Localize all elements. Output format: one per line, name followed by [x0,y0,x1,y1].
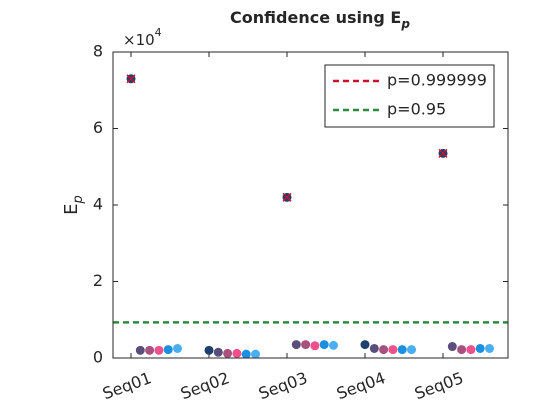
point [232,348,242,358]
y-multiplier: ×104 [123,26,162,49]
point [251,349,260,359]
flag-marker [126,74,136,84]
point [329,340,338,350]
legend-label: p=0.999999 [387,71,487,90]
point [291,340,301,350]
point [310,341,320,351]
point [173,343,182,353]
point [397,345,407,355]
point [319,340,329,350]
point [301,340,311,350]
flag-marker [438,148,448,158]
point [447,342,457,352]
point [154,345,164,355]
point [213,347,223,357]
point [379,345,389,355]
y-tick-label: 2 [93,271,103,290]
multiplier-exponent: 4 [155,26,162,39]
title-text: Confidence using E [230,8,401,27]
chart-title: Confidence using Ep [230,8,410,31]
point [407,345,416,355]
point [135,345,145,355]
point [163,345,173,355]
point [204,345,214,355]
ylabel-text: E [61,203,82,214]
point [223,348,233,358]
point [388,345,398,355]
point [241,349,251,359]
ylabel-subscript: p [71,195,86,204]
point [145,345,155,355]
point [475,343,485,353]
axes-box [112,51,509,359]
legend-box [324,64,495,128]
point [466,345,476,355]
point [485,343,494,353]
y-axis-label: Ep [61,195,86,215]
y-tick-label: 6 [93,118,103,137]
point [360,340,370,350]
point [457,345,467,355]
flag-marker [282,192,292,202]
y-tick-label: 0 [93,348,103,367]
y-tick-label: 8 [93,42,103,61]
legend-label: p=0.95 [387,100,446,119]
title-subscript: p [400,17,410,31]
y-tick-label: 4 [93,195,103,214]
multiplier-text: ×10 [123,31,155,49]
point [369,343,379,353]
